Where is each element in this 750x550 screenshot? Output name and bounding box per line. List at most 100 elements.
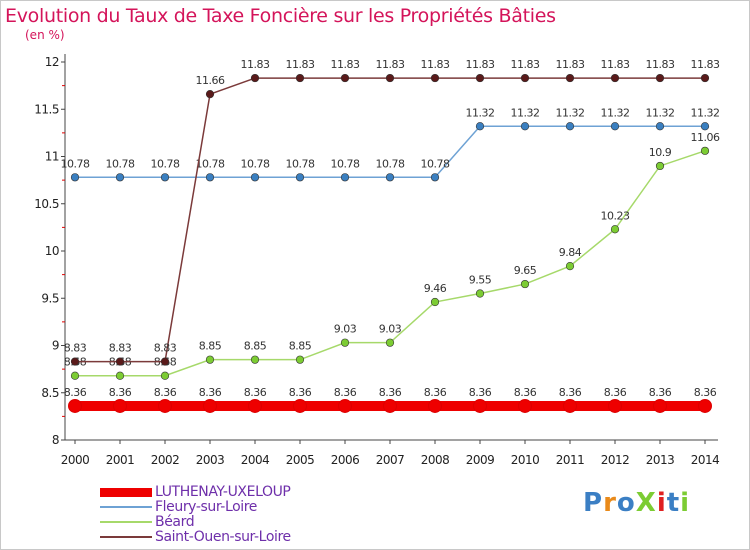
legend-swatch: [100, 506, 152, 508]
data-point-2: [385, 338, 395, 347]
data-point-2: [655, 161, 665, 171]
data-label-1: 11.32: [511, 106, 540, 119]
legend-item-2: Béard: [100, 515, 291, 529]
data-label-0: 8.36: [244, 386, 267, 399]
data-label-1: 10.78: [151, 157, 180, 170]
data-label-1: 11.32: [601, 106, 630, 119]
data-label-0: 8.36: [64, 386, 87, 399]
data-label-3: 11.83: [646, 58, 675, 71]
data-label-1: 11.32: [691, 106, 720, 119]
data-label-0: 8.36: [289, 386, 312, 399]
data-label-1: 11.32: [646, 106, 675, 119]
x-tick-label: 2004: [241, 453, 270, 467]
y-tick-label: 11.5: [34, 102, 59, 116]
x-tick-label: 2013: [646, 453, 675, 467]
x-tick-label: 2014: [691, 453, 720, 467]
data-label-1: 11.32: [466, 106, 495, 119]
data-label-3: 11.83: [376, 58, 405, 71]
data-label-1: 10.78: [106, 157, 135, 170]
data-label-0: 8.36: [559, 386, 582, 399]
data-point-3: [700, 73, 710, 83]
legend-swatch: [100, 521, 152, 523]
data-label-3: 8.83: [64, 342, 87, 355]
data-point-0: [338, 398, 352, 413]
data-point-3: [385, 73, 395, 83]
data-point-3: [475, 73, 485, 83]
y-tick-label: 12: [45, 55, 59, 69]
data-label-0: 8.36: [199, 386, 222, 399]
data-point-0: [518, 398, 532, 413]
data-label-3: 11.83: [691, 58, 720, 71]
data-label-2: 9.03: [379, 323, 402, 336]
data-label-3: 11.83: [556, 58, 585, 71]
data-point-2: [520, 279, 530, 289]
data-point-1: [610, 122, 620, 131]
data-point-1: [700, 122, 710, 131]
data-label-1: 10.78: [241, 157, 270, 170]
data-label-3: 8.83: [109, 342, 132, 355]
data-point-0: [248, 398, 262, 413]
data-label-0: 8.36: [334, 386, 357, 399]
data-point-3: [250, 73, 260, 83]
legend-swatch: [100, 487, 152, 497]
y-tick-label: 10.5: [34, 197, 59, 211]
x-tick-label: 2007: [376, 453, 405, 467]
data-point-0: [383, 398, 397, 413]
data-label-3: 11.83: [241, 58, 270, 71]
data-point-3: [565, 73, 575, 83]
data-point-3: [70, 357, 80, 366]
x-tick-label: 2001: [106, 453, 135, 467]
legend-label: LUTHENAY-UXELOUP: [155, 484, 291, 500]
data-label-1: 11.32: [556, 106, 585, 119]
data-point-1: [250, 173, 260, 182]
data-label-2: 10.23: [601, 209, 630, 222]
data-label-3: 11.66: [196, 74, 225, 87]
y-tick-label: 11: [45, 150, 59, 164]
data-point-2: [700, 146, 710, 155]
y-tick-label: 9: [52, 339, 59, 353]
data-point-0: [68, 398, 82, 413]
data-point-1: [385, 173, 395, 182]
data-label-3: 11.83: [511, 58, 540, 71]
logo-letter: P: [583, 488, 604, 518]
data-point-1: [520, 122, 530, 131]
data-label-1: 10.78: [376, 157, 405, 170]
y-tick-label: 9.5: [41, 291, 59, 305]
legend-label: Fleury-sur-Loire: [155, 499, 258, 515]
data-point-3: [160, 357, 170, 366]
data-point-0: [563, 398, 577, 413]
data-point-3: [520, 73, 530, 83]
data-label-1: 10.78: [331, 157, 360, 170]
y-axis-unit-label: (en %): [25, 28, 65, 42]
logo-letter: o: [616, 488, 636, 518]
data-point-1: [340, 173, 350, 182]
x-tick-label: 2012: [601, 453, 630, 467]
data-point-2: [340, 338, 350, 347]
x-tick-label: 2006: [331, 453, 360, 467]
data-point-1: [430, 173, 440, 182]
data-point-3: [655, 73, 665, 83]
data-point-2: [430, 297, 440, 307]
data-label-2: 9.55: [469, 274, 492, 287]
logo-letter: i: [656, 488, 667, 518]
data-label-0: 8.36: [379, 386, 402, 399]
data-point-1: [295, 173, 305, 182]
data-point-0: [158, 398, 172, 413]
data-label-0: 8.36: [154, 386, 177, 399]
data-point-0: [653, 398, 667, 413]
data-label-2: 9.65: [514, 264, 537, 277]
data-point-2: [565, 262, 575, 271]
data-point-3: [610, 73, 620, 83]
logo-letter: X: [635, 488, 657, 518]
data-point-2: [205, 355, 215, 364]
y-tick-label: 10: [45, 244, 59, 258]
data-point-3: [295, 73, 305, 83]
data-point-2: [610, 225, 620, 234]
data-label-3: 11.83: [601, 58, 630, 71]
data-label-2: 10.9: [649, 146, 672, 159]
y-tick-label: 8.5: [41, 386, 59, 400]
data-point-0: [113, 398, 127, 413]
legend-swatch: [100, 536, 152, 538]
